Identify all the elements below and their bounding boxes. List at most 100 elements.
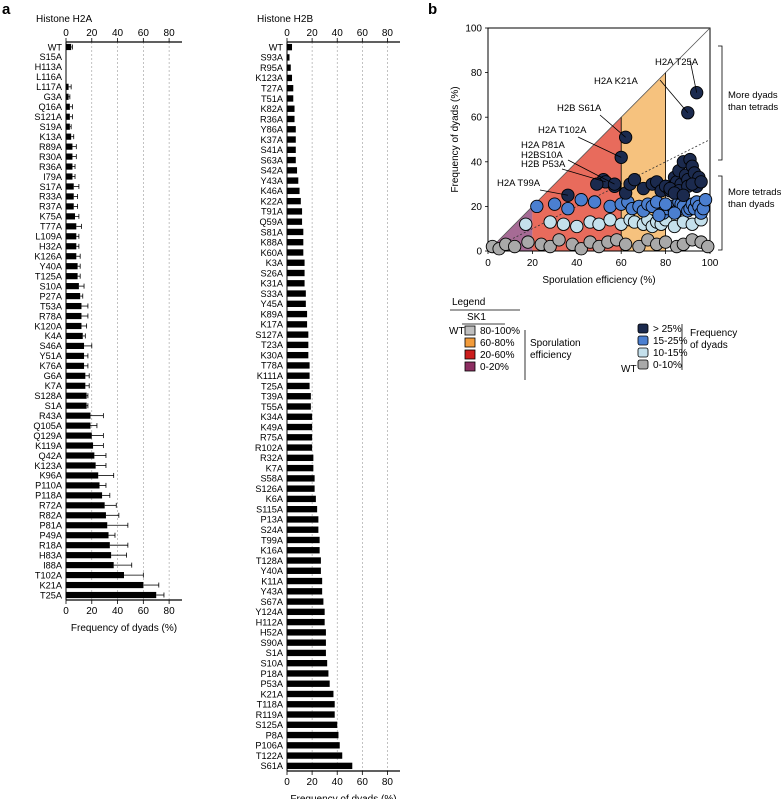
x-tick-label: 0: [485, 258, 491, 269]
category-label: Y40A: [261, 566, 284, 576]
category-label: K126A: [34, 252, 62, 262]
bar: [66, 253, 77, 260]
category-label: K111A: [257, 371, 284, 381]
category-label: Y40A: [40, 261, 63, 271]
category-label: K16A: [261, 546, 284, 556]
category-label: K22A: [261, 196, 284, 206]
category-label: S26A: [261, 268, 284, 278]
bar: [287, 300, 306, 308]
category-label: K21A: [40, 580, 63, 590]
legend-title: Legend: [452, 297, 485, 308]
bar: [287, 269, 305, 277]
tick-label-top: 0: [284, 28, 290, 39]
diagonal-line: [487, 27, 711, 252]
category-label: K34A: [261, 412, 284, 422]
bar: [287, 64, 291, 71]
sporulation-swatch-label: 0-20%: [480, 362, 509, 373]
x-axis-label: Sporulation efficiency (%): [542, 275, 655, 286]
bar: [66, 113, 70, 120]
dyad-swatch: [637, 359, 649, 370]
category-label: K17A: [261, 320, 284, 330]
category-label: K21A: [261, 689, 284, 699]
scatter-point: [556, 217, 571, 231]
point-annotation: H2A T102A: [538, 125, 587, 136]
bar: [287, 228, 304, 236]
bar: [287, 588, 323, 595]
scatter-point: [521, 235, 535, 249]
bracket-label-2b: than dyads: [728, 199, 775, 210]
bar: [287, 495, 316, 503]
bar: [287, 177, 299, 184]
category-label: Q16A: [39, 102, 63, 112]
category-label: R75A: [260, 433, 284, 443]
category-label: R89A: [39, 142, 63, 152]
category-label: L116A: [36, 72, 63, 82]
panel-label-a: a: [2, 1, 11, 18]
bar: [66, 392, 87, 399]
bar: [66, 472, 99, 479]
category-label: K75A: [40, 212, 63, 222]
category-label: S15A: [40, 52, 63, 62]
category-label: T125A: [35, 271, 63, 281]
bar: [287, 372, 310, 379]
category-label: K123A: [34, 461, 62, 471]
category-label: S24A: [261, 525, 284, 535]
category-label: S90A: [261, 638, 284, 648]
category-label: S42A: [261, 166, 284, 176]
bar: [287, 444, 313, 451]
category-label: K49A: [261, 422, 284, 432]
category-label: G3A: [44, 92, 63, 102]
point-annotation: H2A P81A: [521, 140, 565, 151]
bar: [66, 93, 69, 100]
bar: [287, 711, 335, 718]
bar: [287, 167, 298, 174]
category-label: K37A: [261, 135, 284, 145]
category-label: S1A: [266, 648, 284, 658]
bar: [66, 133, 72, 140]
bar: [287, 331, 309, 338]
category-label: P49A: [40, 531, 63, 541]
bar: [287, 208, 303, 215]
category-label: K119A: [35, 441, 63, 451]
bar: [66, 512, 106, 519]
category-label: I88A: [43, 560, 63, 570]
bar: [287, 239, 304, 246]
point-annotation: H2B P53A: [521, 159, 566, 170]
scatter-point: [652, 208, 666, 222]
bar: [287, 649, 326, 657]
category-label: K82A: [261, 104, 284, 114]
tick-label-bottom: 0: [63, 606, 69, 617]
dyad-legend-title-1: Frequency: [690, 328, 737, 339]
bar: [287, 762, 353, 770]
category-label: T25A: [261, 381, 284, 391]
tick-label-bottom: 0: [284, 777, 290, 788]
category-label: K3A: [266, 258, 284, 268]
category-label: S93A: [261, 53, 284, 63]
bar: [66, 382, 86, 389]
y-tick-label: 0: [476, 247, 482, 258]
bar: [66, 203, 74, 210]
bar: [66, 372, 86, 379]
scatter-point: [570, 219, 584, 234]
category-label: Q129A: [33, 431, 62, 441]
category-label: R78A: [39, 311, 63, 321]
scatter-point: [590, 177, 604, 191]
annotation-leader: [689, 59, 698, 93]
bar: [287, 485, 315, 492]
bar: [66, 542, 110, 549]
sporulation-scatter-chart: 00 20 20 40 40 60 60 80 80 100 100 Sporulation effi…: [450, 24, 782, 287]
bar: [287, 156, 296, 164]
category-label: K96A: [40, 471, 63, 481]
category-label: R102A: [255, 443, 284, 453]
bar: [66, 233, 77, 240]
point-annotation: H2BS10A: [521, 150, 563, 161]
category-label: S41A: [261, 145, 284, 155]
bar: [66, 43, 72, 51]
category-label: R95A: [260, 63, 284, 73]
category-label: H112A: [256, 617, 284, 627]
category-label: H52A: [260, 628, 284, 638]
bar: [66, 552, 112, 559]
category-label: S126A: [255, 484, 283, 494]
bar: [66, 432, 92, 439]
category-label: K60A: [261, 248, 284, 258]
